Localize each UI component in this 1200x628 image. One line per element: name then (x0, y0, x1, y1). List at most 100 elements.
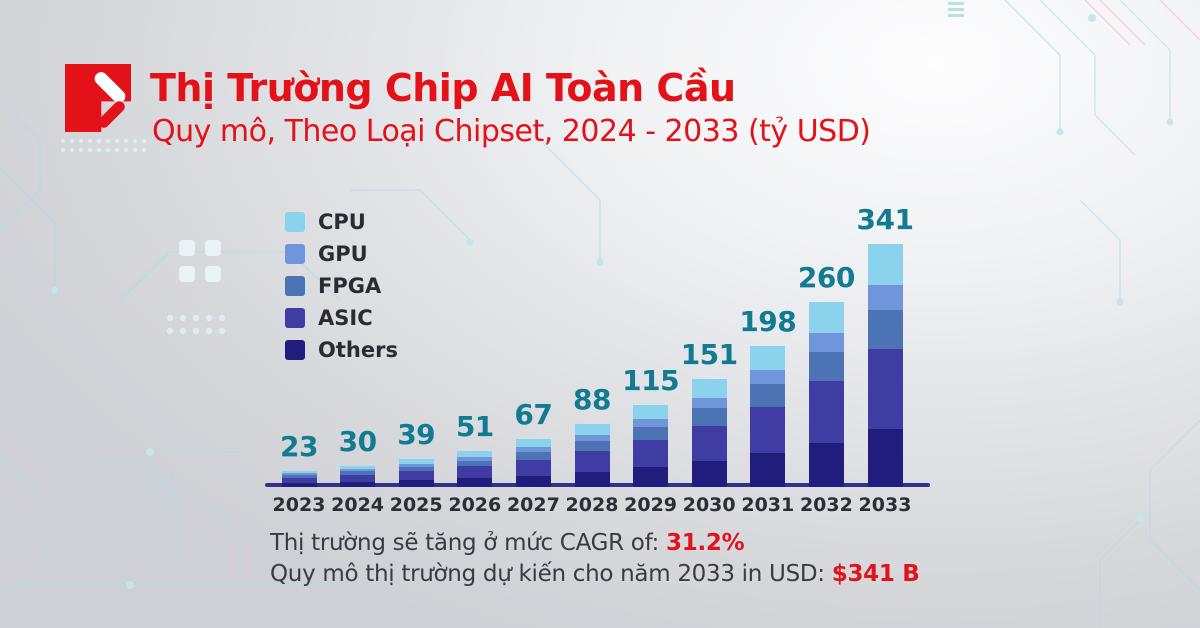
bar-2032[interactable] (808, 301, 844, 488)
bar-2029[interactable] (633, 405, 669, 487)
x-axis-label: 2028 (565, 494, 619, 516)
legend-item-asic: ASIC (285, 302, 398, 334)
bar-2033[interactable] (867, 244, 903, 487)
legend-item-others: Others (285, 334, 398, 366)
bar-value-label: 23 (280, 429, 318, 463)
segment-gpu-2030 (691, 397, 727, 409)
segment-fpga-2032 (808, 351, 844, 382)
segment-cpu-2025 (398, 459, 434, 464)
bar-2028[interactable] (574, 424, 610, 487)
segment-asic-2028 (574, 451, 610, 472)
segment-asic-2027 (515, 459, 551, 476)
segment-asic-2031 (750, 406, 786, 454)
bar-value-label: 198 (739, 304, 797, 338)
segment-others-2027 (515, 475, 551, 488)
legend-label: FPGA (318, 274, 382, 298)
segment-gpu-2032 (808, 333, 844, 352)
bar-2030[interactable] (691, 379, 727, 488)
x-axis-label: 2024 (331, 494, 385, 516)
bar-value-label: 51 (455, 409, 494, 443)
bar-2027[interactable] (515, 439, 551, 488)
legend-swatch-gpu (285, 244, 305, 264)
x-axis-label: 2031 (741, 494, 795, 516)
x-axis-label: 2032 (799, 494, 853, 516)
segment-gpu-2029 (633, 419, 669, 428)
bar-2025[interactable] (398, 459, 434, 488)
bar-value-label: 260 (797, 260, 855, 294)
segment-others-2024 (340, 481, 376, 487)
bar-value-label: 67 (514, 398, 553, 432)
segment-cpu-2033 (867, 244, 903, 286)
segment-others-2031 (750, 453, 786, 487)
segment-gpu-2024 (340, 469, 376, 472)
segment-cpu-2032 (808, 301, 844, 334)
segment-others-2023 (281, 483, 317, 488)
segment-fpga-2026 (457, 460, 493, 467)
segment-others-2026 (457, 478, 493, 488)
segment-fpga-2027 (515, 452, 551, 460)
segment-asic-2029 (633, 440, 669, 468)
segment-gpu-2028 (574, 434, 610, 442)
segment-gpu-2026 (457, 456, 493, 461)
segment-gpu-2023 (281, 473, 317, 476)
segment-cpu-2024 (340, 465, 376, 470)
segment-cpu-2030 (691, 379, 727, 398)
legend-label: GPU (318, 242, 368, 266)
bar-2026[interactable] (457, 450, 493, 488)
market-size-note: Quy mô thị trường dự kiến cho năm 2033 i… (270, 559, 920, 590)
segment-cpu-2026 (457, 450, 493, 457)
legend-swatch-others (285, 340, 305, 360)
segment-asic-2023 (281, 477, 317, 484)
bar-value-label: 151 (680, 338, 738, 372)
segment-others-2030 (691, 461, 727, 488)
segment-fpga-2030 (691, 408, 727, 426)
segment-gpu-2033 (867, 285, 903, 310)
page-subtitle: Quy mô, Theo Loại Chipset, 2024 - 2033 (… (152, 114, 871, 149)
segment-fpga-2031 (750, 384, 786, 407)
legend-label: ASIC (318, 306, 373, 330)
legend-item-cpu: CPU (285, 206, 398, 238)
x-axis-label: 2030 (682, 494, 736, 516)
x-axis-label: 2033 (858, 494, 912, 516)
bar-value-label: 115 (622, 364, 680, 398)
bar-value-label: 341 (856, 203, 914, 237)
segment-cpu-2028 (574, 424, 610, 435)
bar-2024[interactable] (340, 465, 376, 487)
legend-item-fpga: FPGA (285, 270, 398, 302)
cagr-value: 31.2% (666, 530, 745, 556)
segment-fpga-2023 (281, 475, 317, 478)
segment-cpu-2027 (515, 439, 551, 448)
segment-cpu-2031 (750, 345, 786, 370)
legend-swatch-cpu (285, 212, 305, 232)
segment-others-2032 (808, 442, 844, 488)
x-axis-label: 2025 (389, 494, 443, 516)
segment-cpu-2029 (633, 405, 669, 420)
x-axis-label: 2029 (624, 494, 678, 516)
bar-2031[interactable] (750, 345, 786, 487)
legend-label: Others (318, 338, 398, 362)
bar-2023[interactable] (281, 470, 317, 488)
segment-asic-2026 (457, 466, 493, 479)
segment-fpga-2024 (340, 471, 376, 475)
page-title: Thị Trường Chip AI Toàn Cầu (150, 66, 736, 110)
segment-fpga-2033 (867, 309, 903, 349)
legend-swatch-asic (285, 308, 305, 328)
legend-item-gpu: GPU (285, 238, 398, 270)
segment-others-2033 (867, 428, 903, 487)
x-axis-label: 2023 (272, 494, 326, 516)
market-size-note-text: Quy mô thị trường dự kiến cho năm 2033 i… (270, 561, 832, 587)
segment-others-2029 (633, 467, 669, 487)
legend-label: CPU (318, 210, 366, 234)
market-size-value: $341 B (831, 561, 920, 587)
segment-others-2028 (574, 471, 610, 487)
brand-logo (65, 64, 131, 132)
cagr-note-text: Thị trường sẽ tăng ở mức CAGR of: (270, 530, 667, 556)
segment-asic-2033 (867, 348, 903, 429)
chart-legend: CPU GPU FPGA ASIC Others (285, 206, 398, 366)
legend-swatch-fpga (285, 276, 305, 296)
segment-gpu-2027 (515, 447, 551, 453)
segment-fpga-2025 (398, 466, 434, 472)
segment-fpga-2029 (633, 427, 669, 441)
segment-asic-2025 (398, 471, 434, 481)
